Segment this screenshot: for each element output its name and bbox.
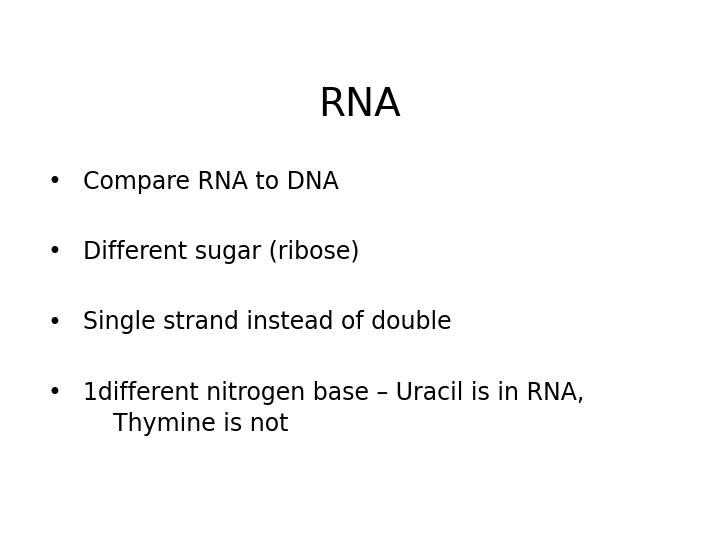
Text: •: • <box>47 170 61 194</box>
Text: •: • <box>47 240 61 264</box>
Text: •: • <box>47 381 61 404</box>
Text: 1different nitrogen base – Uracil is in RNA,
    Thymine is not: 1different nitrogen base – Uracil is in … <box>83 381 584 436</box>
Text: RNA: RNA <box>319 86 401 124</box>
Text: Compare RNA to DNA: Compare RNA to DNA <box>83 170 338 194</box>
Text: •: • <box>47 310 61 334</box>
Text: Different sugar (ribose): Different sugar (ribose) <box>83 240 359 264</box>
Text: Single strand instead of double: Single strand instead of double <box>83 310 451 334</box>
